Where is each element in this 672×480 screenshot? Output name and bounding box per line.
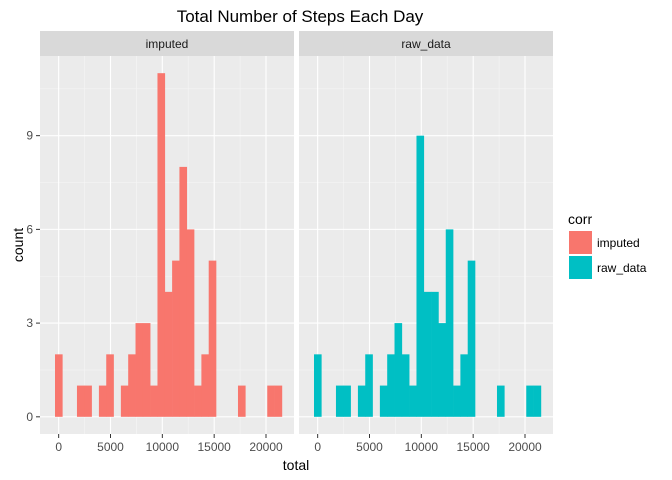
histogram-bar xyxy=(274,385,283,417)
histogram-bar xyxy=(106,354,114,417)
histogram-bar xyxy=(423,291,432,417)
x-tick-label: 0 xyxy=(55,440,62,454)
x-axis-raw-data: 0 5000 10000 15000 20000 xyxy=(314,434,542,454)
histogram-bar xyxy=(533,385,542,417)
strip-label-imputed: imputed xyxy=(146,37,189,51)
histogram-bar xyxy=(164,291,173,417)
strip-background-raw-data xyxy=(299,31,553,56)
legend-swatch xyxy=(569,231,592,254)
x-tick-label: 15000 xyxy=(197,440,231,454)
y-tick-label: 0 xyxy=(26,410,33,424)
histogram-bar xyxy=(98,385,107,417)
histogram-bar xyxy=(453,385,461,417)
strip-label-raw-data: raw_data xyxy=(401,37,451,51)
y-tick-label: 3 xyxy=(26,316,33,330)
x-axis-imputed: 0 5000 10000 15000 20000 xyxy=(55,434,283,454)
x-tick-label: 10000 xyxy=(146,440,180,454)
histogram-bar xyxy=(387,354,395,417)
x-tick-label: 0 xyxy=(314,440,321,454)
histogram-bar xyxy=(237,385,246,417)
histogram-bar xyxy=(335,385,344,417)
histogram-bar xyxy=(150,385,158,417)
strip-background-imputed xyxy=(40,31,294,56)
histogram-bar xyxy=(142,323,151,417)
bars-imputed xyxy=(55,73,283,417)
legend-label: imputed xyxy=(597,236,640,250)
histogram-bar xyxy=(186,229,195,417)
histogram-bar xyxy=(409,385,417,417)
histogram-bar xyxy=(394,323,403,417)
histogram-bar xyxy=(157,73,166,417)
legend: imputed raw_data xyxy=(569,231,647,279)
legend-title: corr xyxy=(568,211,592,227)
x-tick-label: 5000 xyxy=(97,440,124,454)
x-tick-label: 10000 xyxy=(405,440,439,454)
histogram-bar xyxy=(208,260,217,417)
histogram-bar xyxy=(76,385,85,417)
y-axis: 0 3 6 9 xyxy=(26,129,40,424)
histogram-bar xyxy=(201,354,210,417)
histogram-bar xyxy=(438,323,447,417)
y-tick-label: 9 xyxy=(26,129,33,143)
legend-swatch xyxy=(569,256,592,279)
histogram-bar xyxy=(496,385,505,417)
histogram-bar xyxy=(179,166,188,417)
histogram-bar xyxy=(365,354,373,417)
histogram-bar xyxy=(467,260,476,417)
histogram-bar xyxy=(343,385,351,417)
y-axis-title: count xyxy=(10,228,26,262)
histogram-bar xyxy=(357,385,366,417)
histogram-bar xyxy=(431,291,439,417)
histogram-bar xyxy=(135,323,144,417)
x-tick-label: 20000 xyxy=(508,440,542,454)
histogram-bar xyxy=(84,385,92,417)
y-tick-label: 6 xyxy=(26,222,33,236)
histogram-bar xyxy=(379,385,388,417)
x-tick-label: 5000 xyxy=(356,440,383,454)
histogram-bar xyxy=(194,385,202,417)
bars-raw-data xyxy=(314,135,542,417)
histogram-bar xyxy=(526,385,534,417)
x-tick-label: 20000 xyxy=(249,440,283,454)
histogram-bar xyxy=(401,354,410,417)
histogram-bar xyxy=(416,135,425,417)
histogram-bar xyxy=(445,229,454,417)
histogram-bar xyxy=(55,354,63,417)
x-tick-label: 15000 xyxy=(456,440,490,454)
histogram-bar xyxy=(460,354,469,417)
histogram-bar xyxy=(267,385,275,417)
histogram-bar xyxy=(120,385,129,417)
histogram-bar xyxy=(128,354,136,417)
histogram-bar xyxy=(172,260,180,417)
histogram-bar xyxy=(314,354,322,417)
legend-label: raw_data xyxy=(597,261,647,275)
chart-title: Total Number of Steps Each Day xyxy=(177,7,424,26)
x-axis-title: total xyxy=(283,457,309,473)
